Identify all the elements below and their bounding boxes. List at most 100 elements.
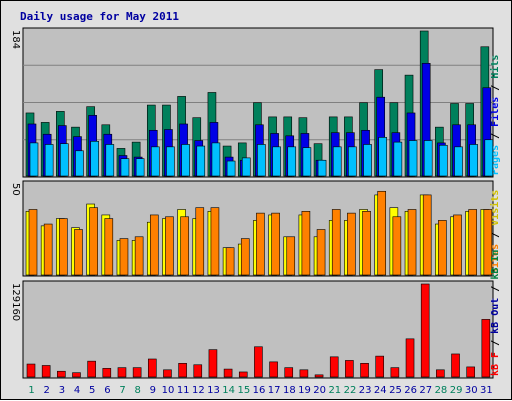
bar-pages [60,143,69,177]
day-label: 14 [222,385,235,396]
bar-pages [181,144,190,177]
day-label: 12 [192,385,205,396]
legend-bottom-part: kB F [490,352,501,376]
bar-sites [468,209,477,276]
bar-kb-f [147,358,157,378]
day-label: 9 [150,385,156,396]
bar-pages [287,146,297,177]
bar-kb-f [436,369,445,378]
bar-pages [378,137,388,177]
day-label: 3 [59,385,65,396]
legend-top: Pages / Files / Hits [489,55,501,175]
day-label: 15 [237,385,250,396]
bar-pages [257,144,266,177]
day-label: 6 [104,385,110,396]
day-label: 10 [162,385,175,396]
legend-bottom-part: / [490,334,501,352]
legend-bottom-part: kB Out [490,298,501,334]
bar-pages [332,146,342,177]
bar-sites [74,229,83,276]
bar-sites [104,218,114,276]
legend-top-part: / [490,79,501,97]
bar-sites [301,211,311,276]
bar-sites [438,220,447,276]
day-label: 25 [389,385,402,396]
bar-pages [211,142,221,177]
day-label: 2 [44,385,50,396]
bar-kb-f [466,366,475,378]
legend-top-part: Pages [490,145,501,175]
y-scale-max-label: 50 [10,183,21,196]
day-label: 1 [28,385,34,396]
day-label: 4 [74,385,80,396]
bar-kb-f [420,283,430,378]
bar-kb-f [360,363,369,378]
bar-kb-f [178,363,187,378]
bar-pages [272,146,281,177]
bar-kb-f [41,365,51,378]
chart-title: Daily usage for May 2011 [20,10,179,23]
bar-kb-f [57,370,66,378]
bar-sites [59,218,68,276]
bar-kb-f [329,356,339,378]
day-label: 23 [359,385,372,396]
bar-sites [256,212,265,276]
day-label: 30 [465,385,478,396]
bar-pages [105,144,115,177]
bar-pages [75,150,84,177]
bar-sites [392,216,402,276]
day-label: 18 [283,385,296,396]
day-label: 29 [450,385,463,396]
day-label: 13 [207,385,220,396]
bar-kb-f [193,364,203,378]
day-label: 17 [268,385,281,396]
legend-top-part: Hits [489,55,501,79]
bar-pages [469,144,478,177]
legend-bottom-part: kB In [490,250,501,280]
day-label: 20 [313,385,326,396]
day-label: 19 [298,385,311,396]
bar-kb-f [26,363,36,378]
day-label: 26 [404,385,417,396]
bar-sites [316,229,326,276]
bar-sites [422,194,432,276]
bar-sites [149,214,159,276]
bar-kb-f [345,360,354,378]
day-label: 5 [89,385,95,396]
bar-sites [225,247,235,276]
bar-pages [363,144,372,177]
bar-sites [134,236,144,276]
bar-sites [331,209,341,276]
bar-kb-f [284,367,294,378]
bar-pages [393,141,403,177]
bar-kb-f [481,319,491,378]
bar-pages [241,157,251,177]
bar-sites [453,214,462,276]
bar-kb-f [72,372,81,378]
day-label: 22 [344,385,357,396]
bar-pages [484,139,494,177]
bar-kb-f [254,346,263,378]
day-label: 24 [374,385,387,396]
bar-sites [347,212,356,276]
bar-pages [44,144,54,177]
bar-pages [120,158,130,177]
bar-pages [166,146,175,177]
bar-pages [317,159,327,177]
legend-top-part: Files [489,97,501,127]
bar-pages [348,146,357,177]
bar-pages [196,145,206,177]
bar-kb-f [269,361,278,378]
bar-sites [89,207,98,276]
bar-kb-f [132,367,142,378]
bar-sites [28,209,38,276]
bar-kb-f [451,353,460,378]
y-scale-max-label: 184 [10,30,21,49]
y-scale-max-label: 129160 [10,283,21,321]
day-label: 16 [253,385,266,396]
bar-kb-f [87,360,96,378]
legend-middle-part: / [490,226,501,244]
bar-sites [240,238,250,276]
